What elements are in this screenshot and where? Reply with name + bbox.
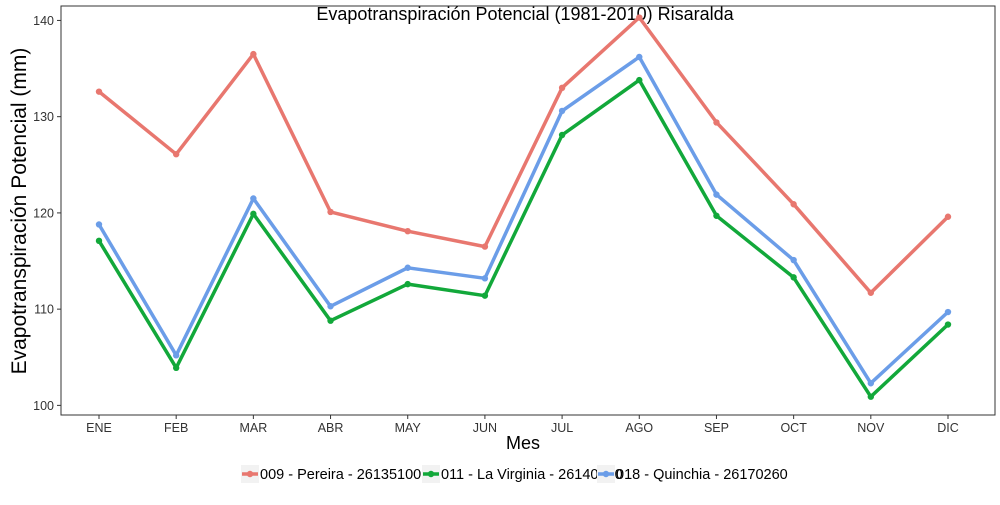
data-point xyxy=(172,352,180,359)
legend: 009 - Pereira - 26135100 011 - La Virgini… xyxy=(241,465,788,483)
plot-panel-border xyxy=(60,5,996,416)
data-point xyxy=(172,151,180,158)
legend-key-point xyxy=(602,470,610,478)
series-layer xyxy=(95,14,952,400)
data-point xyxy=(327,317,334,324)
data-point xyxy=(327,208,334,216)
legend-item: 018 - Quinchia - 26170260 xyxy=(597,465,788,483)
series-line xyxy=(97,78,950,399)
data-point xyxy=(867,393,875,400)
series-1 xyxy=(95,14,952,296)
x-tick-label: ENE xyxy=(86,421,112,435)
data-point xyxy=(944,213,952,220)
series-line xyxy=(97,55,950,385)
x-tick-label: NOV xyxy=(857,421,885,435)
y-axis-ticks: 100 110 120 130 140 xyxy=(33,14,61,413)
x-tick-label: AGO xyxy=(625,421,653,435)
y-tick-label: 140 xyxy=(33,14,54,28)
data-point xyxy=(481,243,489,250)
legend-label: 018 - Quinchia - 26170260 xyxy=(616,467,788,483)
data-point xyxy=(481,275,489,282)
data-point xyxy=(558,107,566,115)
data-point xyxy=(867,380,875,387)
x-axis-ticks: ENE FEB MAR ABR MAY JUN JUL AGO SEP OCT NOV DIC xyxy=(86,415,959,435)
x-tick-label: DIC xyxy=(937,421,959,435)
data-point xyxy=(944,321,952,328)
legend-label: 011 - La Virginia - 26140180 xyxy=(441,467,623,483)
data-point xyxy=(95,221,103,228)
data-point xyxy=(558,131,566,139)
x-tick-label: OCT xyxy=(780,421,807,435)
data-point xyxy=(250,50,257,58)
y-tick-label: 130 xyxy=(33,110,54,124)
y-tick-label: 120 xyxy=(33,206,54,220)
data-point xyxy=(95,237,103,245)
legend-item: 009 - Pereira - 26135100 xyxy=(241,465,421,483)
series-3 xyxy=(95,53,952,387)
data-point xyxy=(404,280,411,288)
y-tick-label: 100 xyxy=(33,399,54,413)
data-point xyxy=(172,364,180,372)
x-tick-label: ABR xyxy=(318,421,344,435)
data-point xyxy=(636,14,643,21)
data-point xyxy=(790,274,797,281)
data-point xyxy=(558,84,566,92)
legend-label: 009 - Pereira - 26135100 xyxy=(260,467,421,483)
legend-key-point xyxy=(427,470,435,478)
data-point xyxy=(944,308,952,316)
data-point xyxy=(404,227,411,235)
data-point xyxy=(790,256,797,264)
data-point xyxy=(95,88,103,95)
x-axis-label: Mes xyxy=(506,433,540,453)
x-tick-label: SEP xyxy=(704,421,729,435)
x-tick-label: MAY xyxy=(395,421,422,435)
y-tick-label: 110 xyxy=(34,303,54,317)
x-tick-label: FEB xyxy=(164,421,188,435)
series-2 xyxy=(95,76,952,400)
data-point xyxy=(713,119,720,126)
data-point xyxy=(790,201,797,208)
x-tick-label: JUN xyxy=(473,421,497,435)
data-point xyxy=(636,76,643,84)
data-point xyxy=(867,289,875,296)
data-point xyxy=(327,303,334,310)
x-tick-label: JUL xyxy=(551,421,573,435)
series-line xyxy=(97,15,950,295)
legend-key-point xyxy=(246,470,254,478)
data-point xyxy=(250,195,257,202)
y-axis-label: Evapotranspiración Potencial (mm) xyxy=(8,48,31,375)
data-point xyxy=(481,292,489,299)
chart-title: Evapotranspiración Potencial (1981-2010)… xyxy=(316,4,734,24)
data-point xyxy=(713,212,720,219)
x-tick-label: MAR xyxy=(239,421,267,435)
data-point xyxy=(404,264,411,271)
data-point xyxy=(636,53,643,61)
legend-item: 011 - La Virginia - 26140180 xyxy=(422,465,623,483)
data-point xyxy=(250,210,257,218)
data-point xyxy=(713,191,720,198)
